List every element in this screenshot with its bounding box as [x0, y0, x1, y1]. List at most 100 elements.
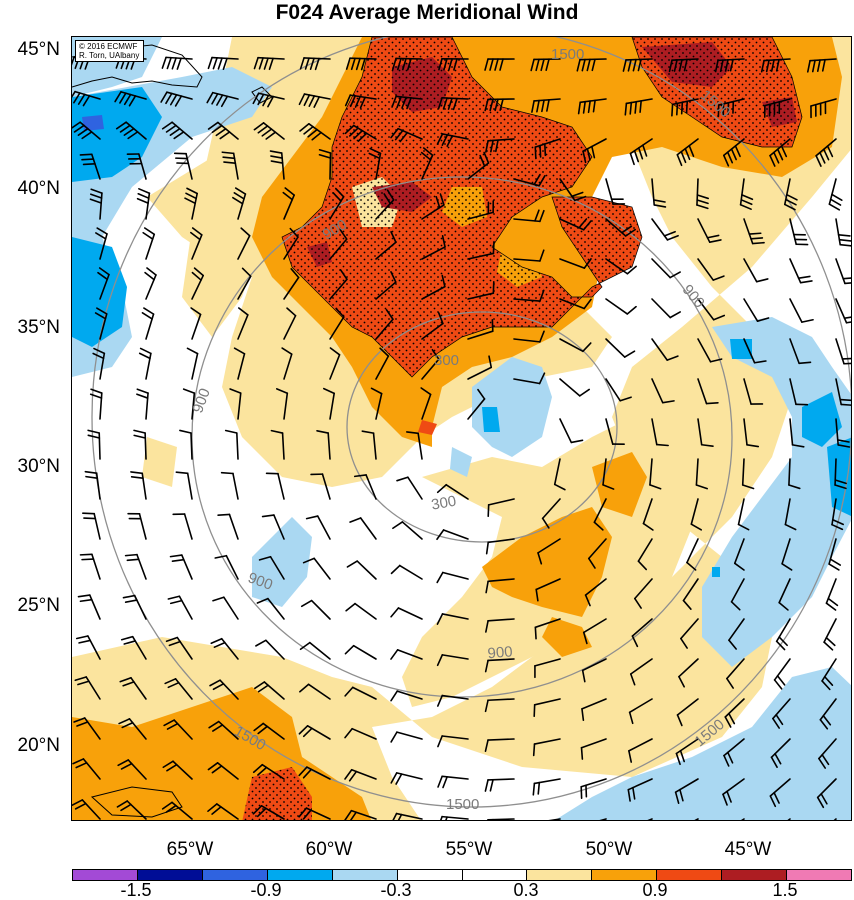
wind-barb — [344, 686, 377, 700]
colorbar-swatch — [462, 870, 528, 880]
shading-positive-light — [142, 437, 177, 487]
wind-barb — [256, 597, 285, 620]
wind-barb — [806, 58, 837, 73]
wind-barb — [605, 298, 637, 315]
wind-barb — [212, 596, 239, 620]
wind-barb — [534, 658, 561, 679]
wind-barb — [72, 758, 101, 780]
wind-barb — [818, 738, 837, 769]
wind-barb — [302, 557, 331, 580]
wind-barb — [467, 318, 494, 340]
wind-barb — [269, 150, 285, 180]
wind-barb — [124, 553, 147, 580]
wind-barb — [649, 458, 662, 490]
map-title: F024 Average Meridional Wind — [275, 1, 579, 24]
wind-barb — [651, 378, 675, 404]
wind-barb — [436, 694, 469, 707]
wind-barb — [207, 762, 239, 780]
wind-barb — [789, 378, 809, 406]
wind-barb — [345, 57, 377, 71]
wind-barb — [686, 538, 699, 571]
wind-barb — [344, 727, 377, 740]
wind-barb — [368, 147, 382, 180]
wind-barb — [329, 307, 345, 340]
wind-barb — [651, 178, 667, 208]
wind-barb — [436, 483, 469, 500]
wind-barb — [629, 658, 653, 686]
wind-barb — [210, 637, 239, 660]
wind-barb — [92, 347, 106, 380]
wind-barb — [437, 775, 469, 789]
wind-barb — [714, 58, 745, 73]
wind-barb — [513, 173, 546, 187]
wind-barb — [184, 187, 198, 220]
wind-barb — [353, 474, 377, 500]
wind-barb — [484, 778, 515, 792]
colorbar-swatch — [787, 870, 852, 880]
wind-barb — [484, 738, 515, 752]
wind-barb — [130, 471, 147, 500]
shading-positive-high — [418, 420, 437, 435]
wind-barb — [436, 613, 469, 625]
wind-barb — [207, 121, 239, 140]
colorbar-swatch — [332, 870, 398, 880]
wind-barb — [778, 578, 791, 611]
wind-barb — [484, 58, 515, 71]
wind-barb — [581, 658, 607, 683]
wind-barb — [763, 98, 791, 118]
wind-barb — [275, 388, 289, 420]
shading-positive-mid — [482, 507, 612, 617]
wind-barb — [182, 388, 196, 420]
wind-barb — [160, 91, 193, 107]
wind-barb — [531, 98, 561, 113]
wind-barb — [576, 58, 607, 72]
wind-barb — [229, 388, 242, 420]
wind-barb — [631, 618, 653, 648]
wind-barb — [770, 738, 791, 768]
wind-barb — [232, 187, 247, 220]
latitude-label: 30°N — [17, 456, 60, 477]
wind-barb — [788, 458, 801, 490]
wind-barb — [375, 271, 397, 300]
colorbar-label: -0.3 — [380, 880, 412, 900]
wind-barb — [816, 778, 837, 809]
wind-barb — [208, 720, 239, 740]
colorbar-swatch — [722, 870, 788, 880]
wind-barb — [438, 57, 469, 71]
colorbar-label: 0.9 — [642, 880, 668, 900]
wind-barb — [421, 193, 445, 220]
wind-barb — [642, 498, 654, 531]
wind-barb — [487, 498, 515, 518]
wind-barb — [79, 153, 101, 180]
wind-barb — [253, 722, 285, 740]
contour-label: 300 — [434, 352, 459, 369]
wind-barb — [375, 347, 390, 380]
wind-barb — [582, 138, 607, 164]
wind-barb — [559, 298, 592, 310]
wind-barb — [298, 807, 331, 820]
wind-barb — [283, 307, 297, 340]
wind-barb — [82, 512, 101, 540]
shading-negative-mid — [72, 237, 127, 347]
wind-barb — [390, 564, 423, 580]
wind-barb — [789, 338, 812, 365]
wind-barb — [819, 698, 837, 730]
wind-barb — [624, 98, 653, 116]
wind-barb — [743, 258, 769, 283]
wind-barb — [739, 178, 754, 210]
contour-label: 300 — [430, 493, 458, 514]
wind-barb — [717, 98, 745, 118]
shading-negative-mid — [482, 407, 500, 432]
wind-barb — [651, 258, 681, 279]
shading-negative-light — [252, 517, 312, 607]
wind-barb — [726, 658, 745, 689]
wind-barb — [161, 801, 193, 820]
wind-barb — [828, 538, 842, 571]
wind-barb — [697, 378, 719, 405]
wind-barb — [605, 258, 637, 275]
colorbar-swatch — [73, 870, 138, 880]
wind-barb — [835, 378, 851, 406]
wind-barb — [89, 188, 103, 220]
wind-barb — [375, 231, 397, 260]
colorbar-swatch — [527, 870, 593, 880]
